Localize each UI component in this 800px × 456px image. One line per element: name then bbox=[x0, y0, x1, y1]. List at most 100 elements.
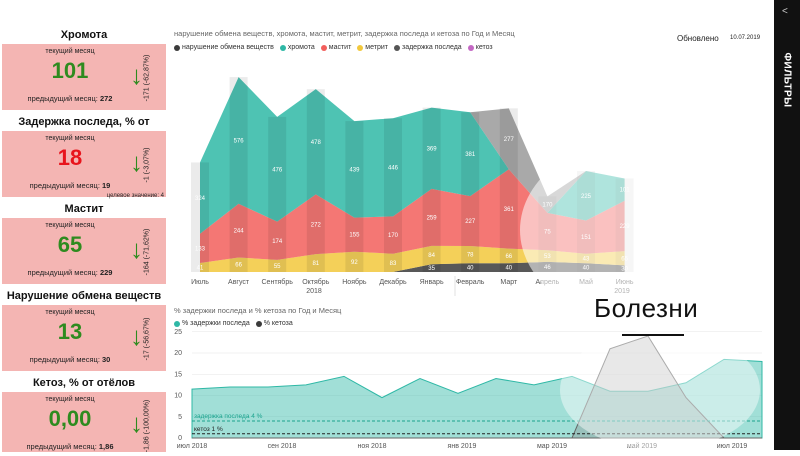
data-label: 133 bbox=[195, 246, 206, 252]
kpi-current-label: текущий месяц bbox=[45, 48, 95, 55]
kpi-metabolic: Нарушение обмена веществ текущий месяц 1… bbox=[2, 289, 166, 371]
legend-item[interactable]: хромота bbox=[279, 44, 315, 51]
x-tick-label: Октябрь bbox=[302, 278, 329, 286]
series-area bbox=[200, 261, 625, 272]
data-label: 381 bbox=[465, 152, 476, 158]
kpi-value: 0,00 bbox=[48, 406, 92, 431]
kpi-previous: предыдущий месяц: 30 bbox=[29, 355, 111, 364]
data-label: 35 bbox=[428, 266, 435, 272]
data-label: 272 bbox=[311, 222, 322, 228]
kpi-previous: предыдущий месяц: 272 bbox=[27, 94, 113, 103]
overlay-underline bbox=[622, 334, 684, 336]
data-label: 83 bbox=[390, 261, 397, 267]
kpi-value: 18 bbox=[57, 145, 83, 170]
series-area bbox=[191, 358, 763, 439]
x-tick-label: Январь bbox=[420, 279, 444, 286]
legend-item[interactable]: мастит bbox=[320, 44, 351, 51]
x-tick-label: Ноябрь bbox=[342, 278, 367, 286]
kpi-current-label: текущий месяц bbox=[45, 396, 95, 403]
series-area bbox=[200, 77, 625, 234]
data-label: 324 bbox=[195, 196, 206, 202]
kpi-value: 65 bbox=[57, 232, 83, 257]
column-bar bbox=[191, 162, 209, 272]
y-tick-label: 20 bbox=[174, 350, 182, 357]
y-tick-label: 25 bbox=[174, 329, 182, 336]
column-bar bbox=[306, 89, 325, 273]
down-arrow-icon: ↓ bbox=[130, 321, 143, 351]
legend-item[interactable]: задержка последа bbox=[393, 44, 462, 51]
legend-item[interactable]: метрит bbox=[357, 44, 388, 51]
chevron-left-icon[interactable]: < bbox=[782, 6, 788, 17]
bottom-chart-title: % задержки последа и % кетоза по Год и М… bbox=[174, 306, 342, 315]
reference-line-label: задержка последа 4 % bbox=[194, 413, 263, 420]
data-label: 84 bbox=[428, 253, 435, 259]
kpi-card[interactable]: текущий месяц 65 предыдущий месяц: 229 ↓… bbox=[2, 218, 166, 284]
down-arrow-icon: ↓ bbox=[130, 408, 143, 438]
kpi-title: Нарушение обмена веществ bbox=[6, 290, 162, 302]
y-tick-label: 15 bbox=[174, 371, 182, 378]
kpi-card[interactable]: текущий месяц 0,00 предыдущий месяц: 1,8… bbox=[2, 392, 166, 452]
x-tick-label: янв 2019 bbox=[448, 443, 477, 450]
kpi-previous: предыдущий месяц: 1,86 bbox=[26, 442, 114, 451]
x-tick-label: сен 2018 bbox=[268, 443, 297, 450]
x-tick-label: Август bbox=[228, 279, 250, 286]
x-tick-label: Февраль bbox=[456, 279, 485, 286]
data-label: 576 bbox=[234, 138, 245, 144]
y-tick-label: 10 bbox=[174, 393, 182, 400]
kpi-retained-placenta: Задержка последа, % от отёлов текущий ме… bbox=[2, 115, 166, 199]
y-tick-label: 0 bbox=[178, 435, 182, 442]
series-area bbox=[200, 169, 625, 263]
updated-date: 10.07.2019 bbox=[730, 35, 761, 41]
top-chart-legend: нарушение обмена веществ хромота мастит … bbox=[174, 44, 493, 51]
filters-pane[interactable]: < ФИЛЬТРЫ bbox=[774, 0, 800, 450]
x-tick-label: май 2019 bbox=[627, 442, 657, 450]
x-tick-label: Июль bbox=[191, 279, 209, 286]
data-label: 40 bbox=[505, 266, 512, 272]
data-label: 439 bbox=[349, 167, 360, 173]
column-bar bbox=[384, 118, 402, 272]
data-label: 41 bbox=[197, 265, 204, 271]
column-bar bbox=[229, 77, 248, 272]
legend-item[interactable]: нарушение обмена веществ bbox=[174, 44, 274, 51]
kpi-card[interactable]: текущий месяц 13 предыдущий месяц: 30 ↓ … bbox=[2, 305, 166, 371]
y-tick-label: 5 bbox=[178, 414, 182, 421]
kpi-value: 13 bbox=[57, 319, 83, 344]
kpi-card[interactable]: текущий месяц 18 предыдущий месяц: 19 ↓ … bbox=[2, 131, 166, 199]
kpi-previous: предыдущий месяц: 229 bbox=[27, 268, 113, 277]
data-label: 369 bbox=[427, 146, 438, 152]
legend-item[interactable]: кетоз bbox=[467, 44, 493, 51]
data-label: 174 bbox=[272, 239, 283, 245]
data-label: 361 bbox=[504, 207, 515, 213]
top-chart-title: нарушение обмена веществ, хромота, масти… bbox=[174, 29, 515, 38]
fade-overlay bbox=[520, 135, 780, 325]
down-arrow-icon: ↓ bbox=[130, 234, 143, 264]
column-bar bbox=[461, 112, 480, 272]
data-label: 277 bbox=[504, 137, 515, 143]
legend-item[interactable]: % кетоза bbox=[255, 320, 293, 327]
data-label: 478 bbox=[311, 140, 322, 146]
data-label: 66 bbox=[235, 263, 242, 269]
overlay-title: Болезни bbox=[594, 293, 699, 323]
series-area bbox=[192, 335, 762, 439]
x-tick-label: ноя 2018 bbox=[357, 443, 386, 450]
kpi-title: Кетоз, % от отёлов bbox=[32, 377, 136, 389]
data-label: 446 bbox=[388, 165, 399, 171]
kpi-card[interactable]: текущий месяц 101 предыдущий месяц: 272 … bbox=[2, 44, 166, 110]
column-bar bbox=[268, 116, 287, 273]
legend-item[interactable]: % задержки последа bbox=[174, 320, 250, 327]
data-label: 170 bbox=[388, 233, 399, 239]
kpi-current-label: текущий месяц bbox=[45, 135, 95, 142]
x-tick-label: Декабрь bbox=[379, 278, 407, 286]
series-area bbox=[200, 245, 625, 272]
x-tick-label: мар 2019 bbox=[537, 443, 567, 450]
x-tick-label: июл 2019 bbox=[717, 443, 748, 450]
data-label: 476 bbox=[272, 167, 283, 173]
x-tick-label: июл 2018 bbox=[177, 443, 208, 450]
data-label: 244 bbox=[234, 229, 245, 235]
updated-label: Обновлено bbox=[677, 34, 719, 43]
bottom-chart-legend: % задержки последа % кетоза bbox=[174, 320, 293, 327]
data-label: 227 bbox=[465, 219, 476, 225]
kpi-current-label: текущий месяц bbox=[45, 222, 95, 229]
column-bar bbox=[422, 107, 441, 272]
